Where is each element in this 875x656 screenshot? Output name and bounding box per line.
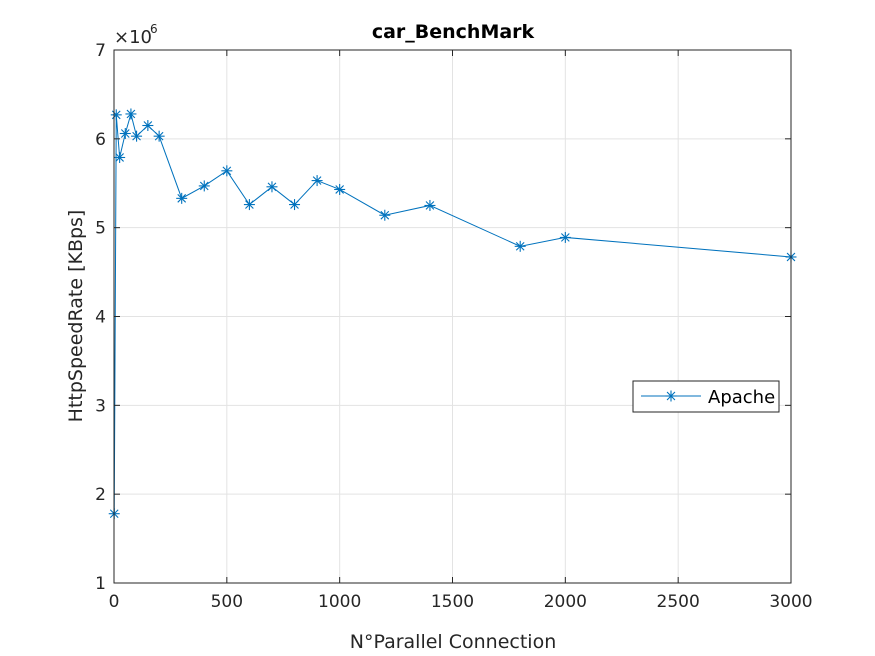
legend: Apache: [632, 380, 780, 413]
y-tick-label: 5: [95, 219, 106, 239]
x-tick-label: 0: [109, 592, 120, 612]
data-point-marker: [125, 108, 137, 120]
legend-marker-icon: [665, 390, 677, 402]
x-axis-label: N°Parallel Connection: [350, 631, 557, 653]
data-point-marker: [289, 199, 301, 211]
y-tick-label: 3: [95, 396, 106, 416]
y-exponent-base: ×10: [114, 27, 152, 48]
data-point-marker: [243, 199, 255, 211]
x-tick-label: 500: [211, 592, 243, 612]
y-tick-label: 7: [95, 41, 106, 61]
x-tick-label: 2000: [544, 592, 587, 612]
data-point-marker: [334, 183, 346, 195]
data-point-marker: [110, 109, 122, 121]
ticks: [113, 49, 792, 584]
y-tick-label: 1: [95, 574, 106, 594]
x-tick-label: 3000: [769, 592, 812, 612]
data-point-marker: [176, 192, 188, 204]
data-point-marker: [424, 199, 436, 211]
x-tick-label: 2500: [657, 592, 700, 612]
y-exponent-power: 6: [150, 22, 158, 36]
y-axis-label: HttpSpeedRate [KBps]: [65, 210, 87, 423]
y-tick-label: 4: [95, 308, 106, 328]
data-point-marker: [198, 180, 210, 192]
data-point-marker: [114, 151, 126, 163]
x-tick-label: 1500: [431, 592, 474, 612]
data-point-marker: [119, 128, 131, 140]
data-point-marker: [379, 209, 391, 221]
data-point-marker: [131, 130, 143, 142]
y-tick-label: 6: [95, 130, 106, 150]
data-point-marker: [559, 231, 571, 243]
legend-entry-apache: Apache: [708, 387, 775, 408]
data-point-marker: [514, 240, 526, 252]
data-point-marker: [142, 120, 154, 132]
data-point-marker: [153, 130, 165, 142]
series-layer: [108, 108, 797, 520]
tick-labels: 0 500 1000 1500 2000 2500 3000 1 2 3 4 5 6 7: [95, 41, 812, 612]
y-tick-label: 2: [95, 485, 106, 505]
x-tick-label: 1000: [318, 592, 361, 612]
data-point-marker: [266, 181, 278, 193]
y-exponent-multiplier: ×10 6: [114, 22, 158, 48]
chart-title: car_BenchMark: [372, 21, 535, 43]
data-point-marker: [221, 165, 233, 177]
data-point-marker: [311, 175, 323, 187]
legend-asterisk: [665, 390, 677, 402]
